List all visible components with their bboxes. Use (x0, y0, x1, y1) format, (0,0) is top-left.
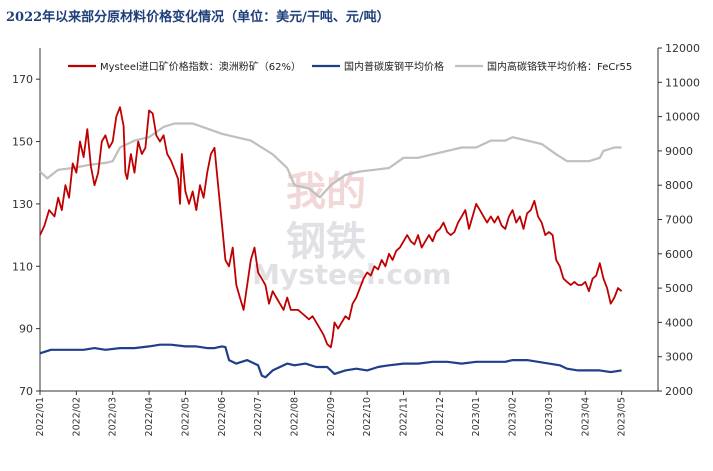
watermark-line-3: Mysteel.com (252, 258, 451, 291)
x-tick-label: 2023/01 (471, 397, 482, 436)
legend: Mysteel进口矿价格指数：澳洲粉矿（62%） 国内普碳废钢平均价格 国内高碳铬铁… (68, 60, 632, 73)
right-tick-label: 12000 (665, 42, 700, 55)
x-tick-label: 2022/10 (362, 397, 373, 436)
x-tick-label: 2022/07 (253, 397, 264, 436)
left-tick-label: 70 (19, 385, 33, 398)
right-tick-label: 4000 (665, 316, 693, 329)
series-line-2 (39, 122, 622, 199)
series-line-0 (39, 106, 623, 349)
x-tick-label: 2022/03 (108, 397, 119, 436)
x-tick-label: 2022/08 (289, 397, 300, 436)
watermark: 我的 钢铁 Mysteel.com (252, 169, 451, 291)
x-tick-label: 2023/05 (617, 397, 628, 436)
watermark-line-2: 钢铁 (286, 219, 366, 265)
series-line-1 (39, 343, 622, 379)
chart-title: 2022年以来部分原材料价格变化情况（单位：美元/干吨、元/吨） (6, 9, 390, 25)
left-tick-label: 150 (12, 136, 33, 149)
series-layer (39, 106, 623, 379)
x-tick-label: 2022/06 (217, 397, 228, 436)
x-tick-label: 2023/04 (580, 397, 591, 436)
right-tick-label: 7000 (665, 214, 693, 227)
x-tick-label: 2022/02 (71, 397, 82, 436)
x-tick-label: 2022/04 (144, 397, 155, 436)
right-tick-label: 3000 (665, 351, 693, 364)
axes: 70 90 110 130 150 170 2000 3000 4000 5000 6000 7000… (12, 42, 700, 436)
right-tick-label: 5000 (665, 282, 693, 295)
legend-label-1: 国内普碳废钢平均价格 (344, 60, 444, 73)
right-tick-label: 9000 (665, 145, 693, 158)
left-tick-label: 110 (12, 260, 33, 273)
left-tick-label: 130 (12, 198, 33, 211)
right-tick-label: 2000 (665, 385, 693, 398)
legend-label-2: 国内高碳铬铁平均价格：FeCr55 (487, 60, 632, 73)
right-tick-label: 10000 (665, 111, 700, 124)
x-tick-label: 2022/05 (180, 397, 191, 436)
left-tick-label: 90 (19, 323, 33, 336)
left-tick-label: 170 (12, 73, 33, 86)
right-tick-label: 6000 (665, 248, 693, 261)
x-tick-label: 2022/09 (326, 397, 337, 436)
right-tick-label: 11000 (665, 76, 700, 89)
x-tick-label: 2022/11 (399, 397, 410, 436)
x-tick-label: 2023/02 (508, 397, 519, 436)
x-tick-label: 2023/03 (544, 397, 555, 436)
x-tick-label: 2022/01 (35, 397, 46, 436)
legend-label-0: Mysteel进口矿价格指数：澳洲粉矿（62%） (100, 60, 301, 73)
x-tick-label: 2022/12 (435, 397, 446, 436)
right-tick-label: 8000 (665, 179, 693, 192)
